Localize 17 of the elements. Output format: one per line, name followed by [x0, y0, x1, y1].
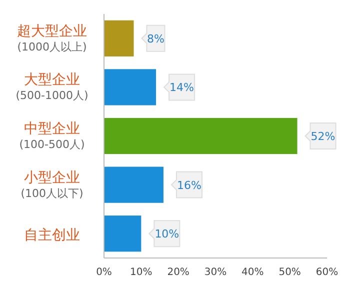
y-tick-label: 超大型企业 (1000人以上)	[17, 23, 87, 54]
data-label: 52%	[310, 130, 336, 143]
y-tick-label: 大型企业 (500-1000人)	[16, 72, 88, 102]
data-label: 16%	[176, 178, 202, 192]
y-tick-label: 自主创业	[24, 228, 80, 244]
data-label: 10%	[154, 228, 180, 241]
y-tick-label: 中型企业 (100-500人)	[19, 121, 85, 151]
x-tick-label: 20%	[167, 267, 190, 278]
x-tick-label: 40%	[242, 267, 264, 278]
x-tick-label: 30%	[204, 267, 227, 278]
y-tick-label: 小型企业 (100人以下)	[20, 170, 84, 200]
x-tick-label: 50%	[278, 267, 301, 278]
x-tick-label: 0%	[96, 267, 112, 278]
data-label: 14%	[170, 81, 194, 94]
data-label: 8%	[147, 32, 164, 46]
x-tick-label: 60%	[316, 267, 338, 278]
x-tick-label: 10%	[130, 267, 152, 278]
